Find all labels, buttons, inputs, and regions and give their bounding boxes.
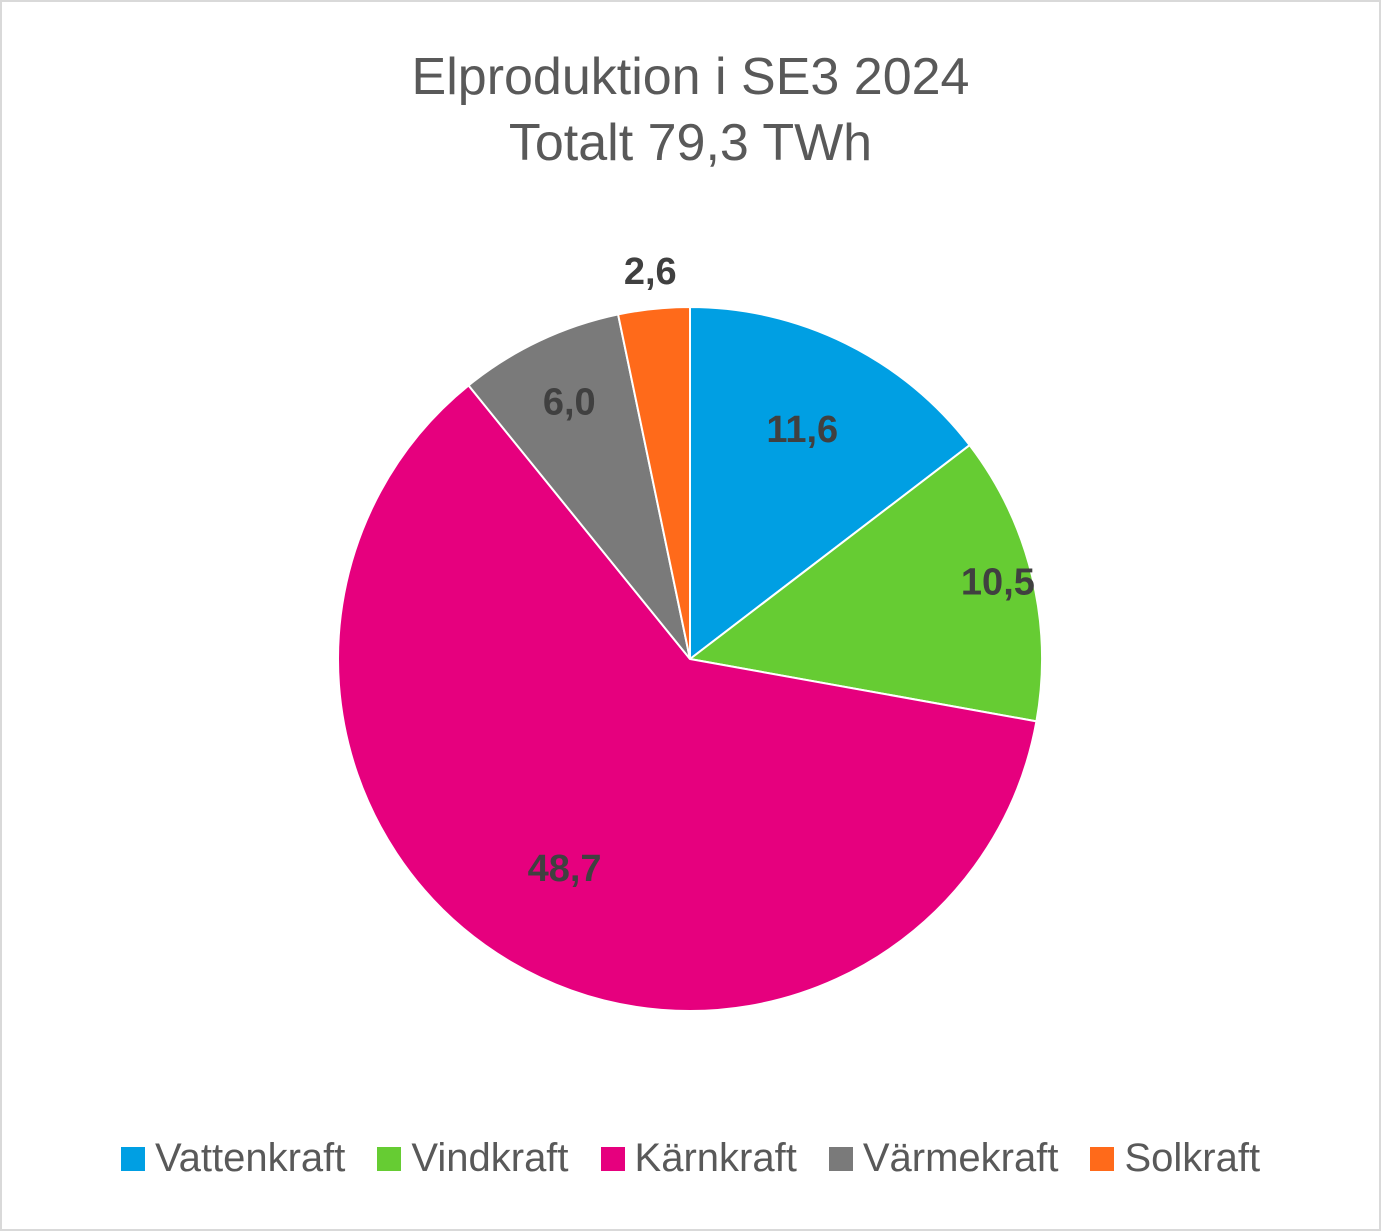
chart-title-block: Elproduktion i SE3 2024 Totalt 79,3 TWh bbox=[0, 44, 1381, 176]
legend-swatch bbox=[377, 1146, 402, 1171]
legend-label: Vattenkraft bbox=[154, 1136, 346, 1180]
pie-slice-vattenkraft bbox=[689, 305, 972, 662]
legend-label: Kärnkraft bbox=[634, 1136, 797, 1180]
pie-slice-kärnkraft bbox=[337, 384, 1038, 1012]
data-label-kärnkraft: 48,7 bbox=[528, 848, 602, 890]
data-label-vattenkraft: 11,6 bbox=[766, 409, 838, 451]
legend-item-solkraft: Solkraft bbox=[1090, 1136, 1260, 1181]
legend-label: Vindkraft bbox=[411, 1136, 569, 1180]
legend-item-värmekraft: Värmekraft bbox=[828, 1136, 1059, 1181]
data-label-vindkraft: 10,5 bbox=[961, 562, 1035, 604]
legend-label: Solkraft bbox=[1124, 1136, 1261, 1180]
legend-swatch bbox=[600, 1146, 625, 1171]
legend-swatch bbox=[828, 1146, 853, 1171]
legend-item-vattenkraft: Vattenkraft bbox=[120, 1136, 346, 1181]
pie-slice-värmekraft bbox=[467, 313, 691, 660]
legend-item-vindkraft: Vindkraft bbox=[377, 1136, 569, 1181]
legend-swatch bbox=[120, 1146, 145, 1171]
data-label-solkraft: 2,6 bbox=[624, 251, 677, 293]
chart-legend: Vattenkraft Vindkraft Kärnkraft Värmekraft S… bbox=[0, 1136, 1381, 1181]
pie-slice-solkraft bbox=[616, 305, 691, 660]
chart-subtitle: Totalt 79,3 TWh bbox=[508, 114, 873, 172]
pie-slice-vindkraft bbox=[687, 443, 1044, 723]
legend-item-kärnkraft: Kärnkraft bbox=[600, 1136, 797, 1181]
legend-swatch bbox=[1090, 1146, 1115, 1171]
data-label-värmekraft: 6,0 bbox=[543, 382, 596, 424]
chart-title: Elproduktion i SE3 2024 bbox=[411, 48, 970, 106]
legend-label: Värmekraft bbox=[862, 1136, 1059, 1180]
